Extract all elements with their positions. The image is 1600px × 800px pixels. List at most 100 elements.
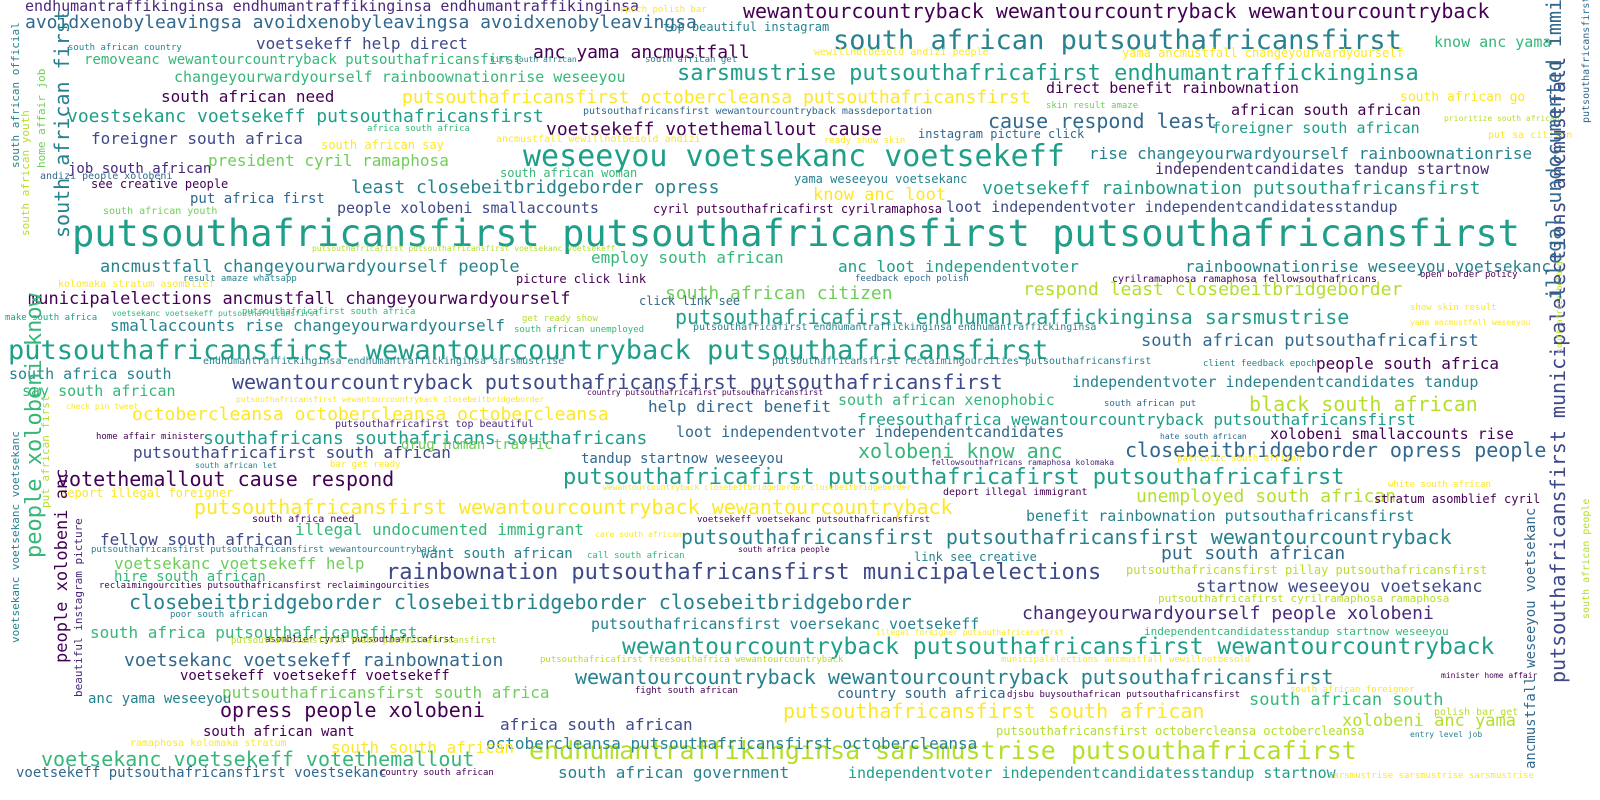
cloud-word: south african xenophobic: [838, 391, 1055, 409]
cloud-word: reclaimingourcities putsouthafricansfirs…: [99, 581, 430, 591]
cloud-word: putsouthafricafirst putsouthafricafirst …: [563, 465, 1345, 490]
cloud-word: putsouthafricansfirst south african: [783, 699, 1205, 723]
cloud-word: putsouthafricafirst freesouthafrica wewa…: [540, 655, 844, 665]
cloud-word: anc yama weseeyou: [88, 691, 232, 707]
cloud-word: picture click link: [516, 272, 647, 286]
cloud-word: polish bar get: [1434, 707, 1519, 718]
cloud-word: putsouthafricansfirst wewantourcountryba…: [236, 395, 545, 404]
cloud-word: weseeyou voetsekanc voetsekeff: [523, 139, 1065, 174]
cloud-word: south african first: [50, 9, 74, 238]
cloud-word: epoch polish bar: [620, 5, 707, 15]
cloud-word: south african putsouthafricansfirst: [833, 25, 1402, 56]
cloud-word: south africa south: [9, 365, 172, 383]
cloud-word: putsouthafricansfirst employsouthafrican…: [1581, 0, 1592, 123]
cloud-word: putsouthafricansfirst putsouthafricansfi…: [91, 545, 438, 555]
cloud-word: municipalelections ancmustfall changeyou…: [28, 289, 571, 309]
cloud-word: know anc yama: [1434, 33, 1552, 51]
cloud-word: municipalelections ancmustfall wewillnot…: [1001, 655, 1251, 665]
cloud-word: sarsmustrise putsouthafricafirst endhuma…: [677, 61, 1419, 86]
cloud-word: south african say: [321, 138, 444, 152]
cloud-word: djsbu buysouthafrican putsouthafricansfi…: [1007, 690, 1240, 700]
cloud-word: put africa first: [190, 191, 325, 207]
cloud-word: putsouthafricansfirst putsouthafricansfi…: [72, 212, 1520, 255]
cloud-word: endhumantraffikinginsa endhumantraffikin…: [25, 0, 640, 15]
cloud-word: putsouthafricansfirst wewantourcountryba…: [194, 495, 953, 519]
cloud-word: call south african: [587, 551, 685, 561]
cloud-word: country south africa: [837, 686, 1006, 702]
cloud-word: avoidxenobyleavingsa avoidxenobyleavings…: [25, 12, 697, 33]
cloud-word: drug human traffic: [401, 437, 553, 453]
cloud-word: loot independentvoter independentcandida…: [676, 423, 1065, 441]
cloud-word: top beautiful instagram: [663, 20, 830, 34]
cloud-word: home affair job: [35, 68, 48, 168]
cloud-word: south african government: [558, 763, 790, 782]
cloud-word: xolobeni smallaccounts rise: [1270, 425, 1514, 443]
cloud-word: benefit rainbownation putsouthafricansfi…: [1026, 507, 1415, 525]
cloud-word: south african youth: [103, 206, 218, 217]
cloud-word: kill south african: [490, 55, 577, 64]
cloud-word: put south african: [1161, 543, 1346, 564]
cloud-word: asomblief cyril putsouthafricafirst: [265, 635, 455, 645]
cloud-word: illegal undocumented immigrant: [1542, 0, 1566, 300]
cloud-word: south african unemployed: [514, 325, 645, 335]
cloud-word: putsouthafricansfirst putsouthafricansfi…: [681, 525, 1452, 549]
cloud-word: know anc loot: [813, 185, 947, 205]
cloud-word: white south african: [1388, 480, 1491, 490]
cloud-word: open border policy: [1420, 270, 1518, 280]
cloud-word: employ south african: [591, 248, 784, 267]
cloud-word: put sa citizen: [1488, 130, 1573, 141]
cloud-word: putsouthafricafirst putsouthafricansfirs…: [312, 244, 616, 253]
cloud-word: cyrilramaphosa ramaphosa fellowsouthafri…: [1112, 274, 1377, 285]
cloud-word: bar get ready: [330, 460, 401, 470]
cloud-word: putsouthafricansfirst south africa: [222, 683, 550, 702]
cloud-word: africa south african: [500, 715, 693, 734]
cloud-word: rainboownationrise weseeyou voetsekanc: [1185, 257, 1552, 276]
cloud-word: south african citizen: [665, 283, 893, 304]
cloud-word: freesouthafrica wewantourcountryback put…: [857, 410, 1416, 429]
cloud-word: anc loot independentvoter: [838, 257, 1079, 276]
cloud-word: putsouthafricansfirst pillay putsouthafr…: [1126, 563, 1488, 577]
cloud-word: south african let: [195, 461, 277, 470]
cloud-word: illegal foreigner putsouthafricansfirst: [876, 628, 1064, 637]
cloud-word: changeyourwardyourself rainboownationris…: [174, 68, 626, 86]
cloud-word: anc yama ancmustfall: [533, 42, 750, 63]
cloud-word: opress people xolobeni: [220, 698, 485, 722]
cloud-word: putsouthafricafirst top beautiful: [335, 419, 534, 430]
cloud-word: hire south african: [114, 569, 266, 585]
cloud-word: south africa people: [738, 545, 830, 554]
cloud-word: rainbownation putsouthafricansfirst muni…: [386, 560, 1102, 585]
cloud-word: wewantourcountryback putsouthafricansfir…: [622, 634, 1495, 660]
cloud-word: job south african: [68, 161, 212, 177]
cloud-word: putsouthafricansfirst wewantourcountryba…: [583, 106, 933, 117]
cloud-word: result amaze whatsapp: [183, 274, 297, 284]
cloud-word: deport illegal immigrant: [943, 487, 1088, 498]
cloud-word: deport illegal foreigner: [60, 486, 234, 500]
cloud-word: octobercleansa putsouthafricansfirst oct…: [486, 734, 978, 753]
cloud-word: voetsekanc voetsekeff help: [114, 554, 365, 573]
cloud-word: south african want: [203, 724, 355, 740]
cloud-word: ancmustfall wewillnotbesold andizi: [496, 134, 701, 145]
cloud-word: putsouthafricansfirst voersekanc voetsek…: [591, 615, 980, 633]
cloud-word: foreigner south african: [1212, 119, 1420, 137]
cloud-word: minister home affair: [1441, 671, 1538, 680]
cloud-word: tandup startnow weseeyou: [581, 451, 784, 467]
cloud-word: link see creative: [914, 550, 1037, 564]
cloud-word: poor south african: [170, 610, 268, 620]
cloud-word: voetsekeff help direct: [256, 34, 468, 53]
cloud-word: south african foreigner: [1290, 685, 1415, 695]
cloud-word: voestsekanc voetsekeff putsouthafricansf…: [67, 106, 544, 127]
cloud-word: country putsouthafricafirst putsouthafri…: [587, 388, 824, 397]
cloud-word: fellow south african: [100, 530, 293, 549]
cloud-word: putsouthafricafirst endhumantraffickingi…: [693, 322, 1097, 333]
cloud-word: feedback epoch polish: [855, 274, 969, 284]
cloud-word: prioritize south african: [1444, 114, 1560, 123]
cloud-word: closebeitbridgeborder closebeitbridgebor…: [129, 590, 912, 614]
cloud-word: voetsekanc voetsekeff putsouthafricansfi…: [112, 309, 320, 318]
cloud-word: ancmustfall weseeyou voetsekanc: [1523, 507, 1539, 769]
cloud-word: least closebeitbridgeborder opress: [351, 177, 720, 198]
cloud-word: independentcandidates tandup startnow: [1155, 160, 1490, 178]
cloud-word: independentcandidatesstandup startnow we…: [1144, 625, 1449, 638]
cloud-word: putsouthafricafirst cyrilramaphosa ramap…: [1158, 592, 1450, 605]
cloud-word: wewillnotbesold andizi people: [814, 47, 989, 58]
